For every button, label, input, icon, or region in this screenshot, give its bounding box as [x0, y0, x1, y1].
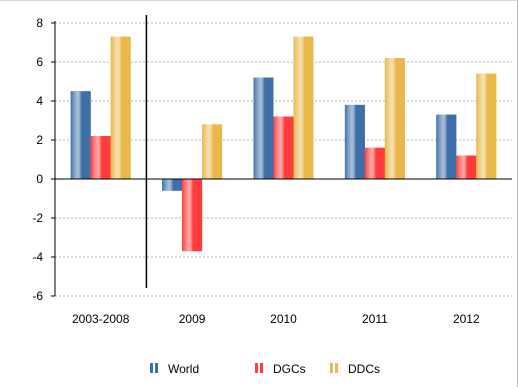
x-tick-label: 2012 [453, 312, 480, 326]
legend-swatch [150, 363, 153, 373]
y-tick-labels: 8 6 4 2 0 -2 -4 -6 [32, 16, 43, 303]
bar-shade [364, 147, 385, 179]
axes [51, 15, 512, 297]
bar-shade [293, 36, 314, 180]
legend-swatch [155, 363, 158, 373]
bar-dgcs-2009 [182, 179, 203, 252]
bar-shade [90, 136, 111, 179]
bar-ddcs-2010 [293, 36, 314, 180]
y-tick-label: 2 [36, 133, 43, 147]
gridlines [55, 22, 512, 297]
legend-label: DDCs [348, 362, 380, 376]
legend-swatch [260, 363, 263, 373]
bar-shade [162, 179, 183, 191]
bars [70, 36, 497, 252]
bar-ddcs-2003-2008 [110, 36, 131, 180]
legend: World DGCs DDCs [150, 362, 380, 376]
x-tick-label: 2003-2008 [72, 312, 130, 326]
x-tick-label: 2011 [362, 312, 388, 326]
legend-swatch [335, 363, 338, 373]
bar-shade [253, 77, 274, 179]
bar-ddcs-2009 [202, 124, 223, 179]
bar-dgcs-2010 [273, 116, 294, 179]
bar-shade [70, 91, 91, 179]
legend-item-world: World [150, 362, 199, 376]
bar-dgcs-2011 [364, 147, 385, 179]
bar-shade [202, 124, 223, 179]
bar-world-2009 [162, 179, 183, 191]
bar-world-2011 [344, 104, 365, 179]
x-tick-labels: 2003-2008 2009 2010 2011 2012 [72, 312, 480, 326]
bar-shade [456, 155, 477, 179]
bar-world-2003-2008 [70, 91, 91, 179]
bar-shade [436, 114, 457, 179]
x-tick-label: 2010 [270, 312, 297, 326]
legend-item-dgcs: DGCs [255, 362, 306, 376]
y-tick-label: 8 [36, 16, 43, 30]
y-tick-label: -6 [32, 289, 43, 303]
y-tick-label: -4 [32, 250, 43, 264]
bar-shade [273, 116, 294, 179]
y-tick-label: -2 [32, 211, 43, 225]
legend-swatch [330, 363, 333, 373]
bar-world-2010 [253, 77, 274, 179]
bar-ddcs-2012 [476, 73, 497, 179]
bar-dgcs-2003-2008 [90, 136, 111, 179]
bar-shade [476, 73, 497, 179]
bar-dgcs-2012 [456, 155, 477, 179]
legend-label: World [168, 362, 199, 376]
bar-shade [344, 104, 365, 179]
legend-label: DGCs [273, 362, 306, 376]
x-tick-label: 2009 [179, 312, 206, 326]
bar-shade [110, 36, 131, 180]
bar-ddcs-2011 [384, 58, 405, 179]
legend-item-ddcs: DDCs [330, 362, 380, 376]
bar-shade [182, 179, 203, 252]
bar-world-2012 [436, 114, 457, 179]
bar-shade [384, 58, 405, 179]
y-tick-label: 0 [36, 172, 43, 186]
y-tick-label: 6 [36, 55, 43, 69]
y-tick-label: 4 [36, 94, 43, 108]
legend-swatch [255, 363, 258, 373]
